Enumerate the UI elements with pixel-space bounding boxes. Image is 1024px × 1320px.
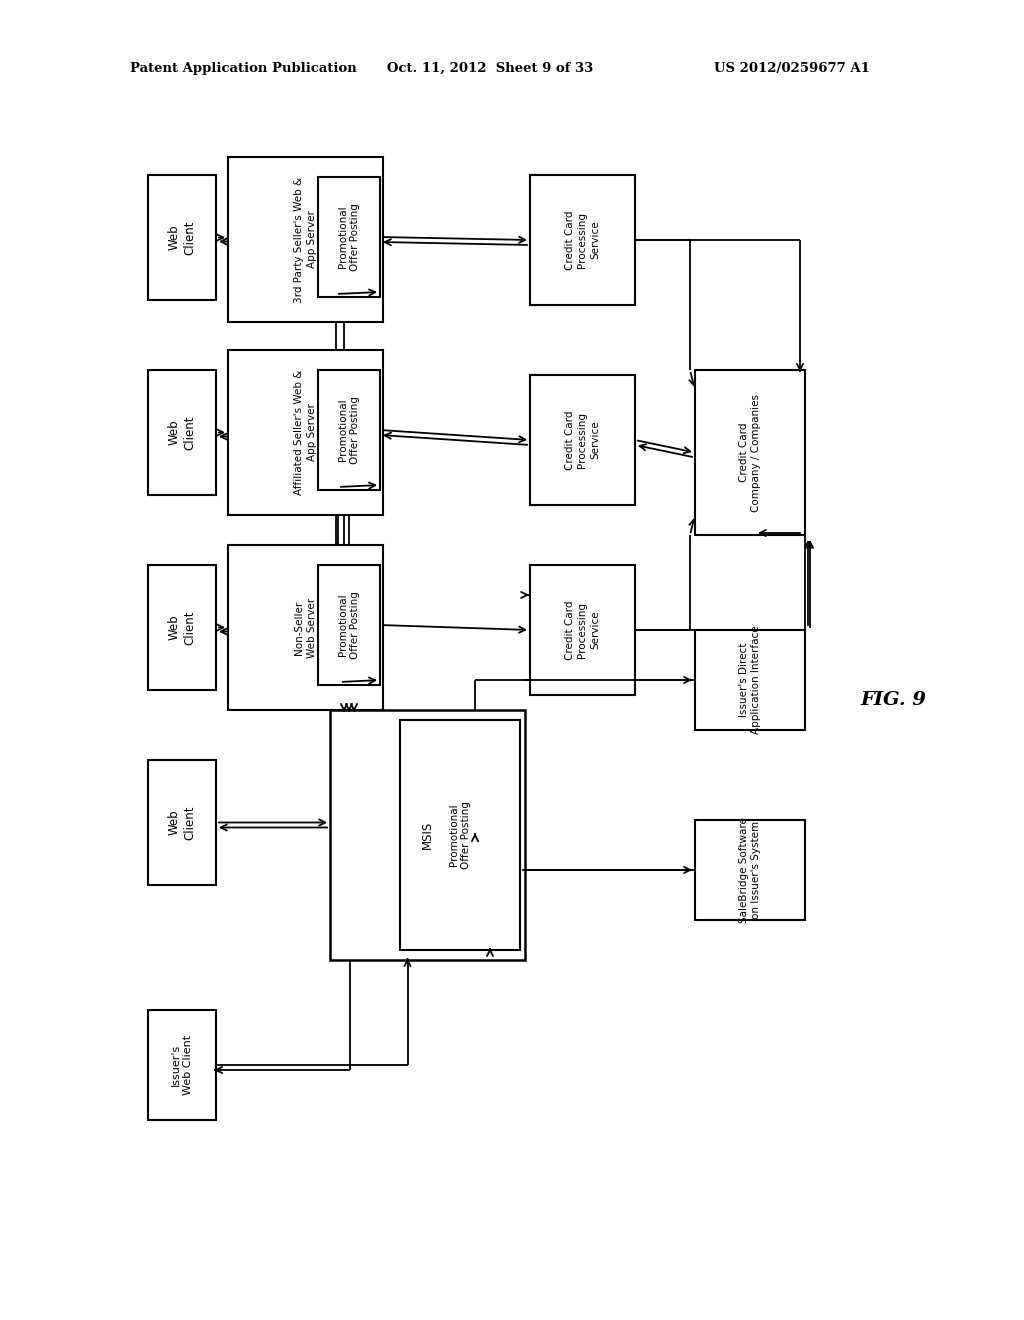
Text: Web
Client: Web Client — [168, 220, 197, 255]
Text: FIG. 9: FIG. 9 — [860, 690, 926, 709]
Text: Issuer's Direct
Application Interface: Issuer's Direct Application Interface — [738, 626, 761, 734]
Bar — [530, 375, 635, 506]
Text: Web
Client: Web Client — [168, 610, 197, 644]
Bar — [148, 176, 216, 300]
Bar — [695, 820, 805, 920]
Text: Web
Client: Web Client — [168, 416, 197, 450]
Bar — [330, 710, 525, 960]
Text: 3rd Party Seller's Web &
App Server: 3rd Party Seller's Web & App Server — [294, 177, 316, 302]
Bar — [148, 760, 216, 884]
Text: Promotional
Offer Posting: Promotional Offer Posting — [338, 203, 360, 271]
Bar — [530, 176, 635, 305]
Text: SaleBridge Software
on Issuer's System: SaleBridge Software on Issuer's System — [738, 817, 761, 923]
Text: Promotional
Offer Posting: Promotional Offer Posting — [449, 801, 471, 869]
Bar — [318, 565, 380, 685]
Bar — [148, 565, 216, 690]
Text: US 2012/0259677 A1: US 2012/0259677 A1 — [714, 62, 870, 75]
Text: Issuer's
Web Client: Issuer's Web Client — [171, 1035, 194, 1096]
Bar — [400, 719, 520, 950]
Bar — [148, 1010, 216, 1119]
Bar — [228, 157, 383, 322]
Bar — [318, 370, 380, 490]
Bar — [228, 350, 383, 515]
Text: Promotional
Offer Posting: Promotional Offer Posting — [338, 396, 360, 463]
Text: Patent Application Publication: Patent Application Publication — [130, 62, 356, 75]
Text: Promotional
Offer Posting: Promotional Offer Posting — [338, 591, 360, 659]
Text: Web
Client: Web Client — [168, 805, 197, 840]
Text: Credit Card
Processing
Service: Credit Card Processing Service — [565, 601, 600, 660]
Bar — [148, 370, 216, 495]
Text: Oct. 11, 2012  Sheet 9 of 33: Oct. 11, 2012 Sheet 9 of 33 — [387, 62, 593, 75]
Bar — [530, 565, 635, 696]
Bar — [318, 177, 380, 297]
Text: Credit Card
Processing
Service: Credit Card Processing Service — [565, 411, 600, 470]
Text: MSIS: MSIS — [421, 821, 434, 849]
Bar — [228, 545, 383, 710]
Bar — [695, 630, 805, 730]
Text: Affiliated Seller's Web &
App Server: Affiliated Seller's Web & App Server — [294, 370, 316, 495]
Text: Credit Card
Processing
Service: Credit Card Processing Service — [565, 210, 600, 269]
Bar — [695, 370, 805, 535]
Text: Credit Card
Company / Companies: Credit Card Company / Companies — [738, 393, 761, 511]
Text: Non-Seller
Web Server: Non-Seller Web Server — [294, 598, 316, 657]
